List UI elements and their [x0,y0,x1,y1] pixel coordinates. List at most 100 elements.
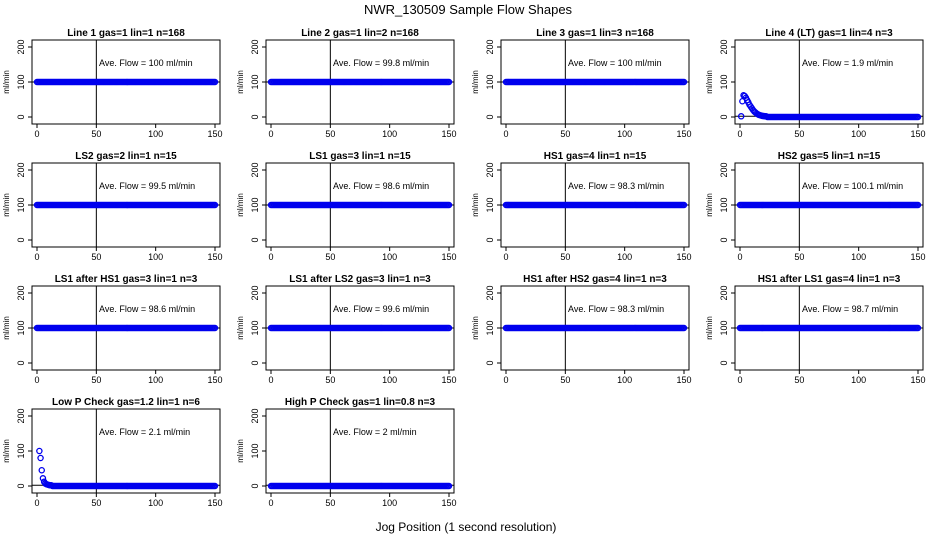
data-point [680,201,688,209]
y-tick-label: 0 [16,114,26,119]
x-tick-label: 100 [851,129,866,139]
x-tick-label: 50 [91,129,101,139]
average-flow-annotation: Ave. Flow = 2 ml/min [333,427,417,437]
x-tick-label: 100 [851,252,866,262]
x-tick-label: 150 [676,375,691,385]
data-point [680,78,688,86]
y-tick-label: 100 [485,320,495,335]
y-tick-label: 200 [250,408,260,423]
y-tick-label: 0 [16,237,26,242]
y-tick-label: 100 [250,74,260,89]
x-tick-label: 0 [268,375,273,385]
x-tick-label: 100 [617,129,632,139]
x-tick-label: 150 [207,129,222,139]
y-axis-label: ml/min [705,193,714,217]
average-flow-annotation: Ave. Flow = 99.5 ml/min [99,181,195,191]
y-tick-label: 0 [485,237,495,242]
panel-13: Low P Check gas=1.2 lin=1 n=6 0 50 100 150 0 1… [2,397,223,508]
y-axis-label: ml/min [236,193,245,217]
panel-title: Line 1 gas=1 lin=1 n=168 [67,28,185,39]
data-point [445,482,453,490]
x-tick-label: 150 [441,129,456,139]
figure-title: NWR_130509 Sample Flow Shapes [364,2,573,17]
x-tick-label: 0 [268,129,273,139]
data-point [211,78,219,86]
x-tick-label: 100 [851,375,866,385]
x-tick-label: 150 [441,498,456,508]
panel-title: HS1 after HS2 gas=4 lin=1 n=3 [523,274,667,285]
data-point [38,466,45,474]
y-axis-label: ml/min [471,70,480,94]
y-tick-label: 0 [250,237,260,242]
x-tick-label: 50 [91,252,101,262]
plot-frame [265,408,455,494]
y-tick-label: 0 [250,483,260,488]
panel-1: Line 1 gas=1 lin=1 n=168 0 50 100 150 0 100 200… [2,28,223,139]
y-tick-label: 0 [485,114,495,119]
x-tick-label: 0 [34,252,39,262]
y-tick-label: 200 [16,39,26,54]
y-tick-label: 200 [16,285,26,300]
panel-title: Line 3 gas=1 lin=3 n=168 [536,28,654,39]
y-axis-label: ml/min [2,193,11,217]
y-axis-label: ml/min [705,316,714,340]
y-tick-label: 0 [250,360,260,365]
panel-title: LS1 after HS1 gas=3 lin=1 n=3 [55,274,198,285]
panel-8: HS2 gas=5 lin=1 n=15 0 50 100 150 0 100 200 ml/m… [705,151,926,262]
average-flow-annotation: Ave. Flow = 98.3 ml/min [568,304,664,314]
data-point [211,324,219,332]
x-tick-label: 50 [560,252,570,262]
x-axis-label: Jog Position (1 second resolution) [376,520,557,534]
y-tick-label: 100 [719,197,729,212]
x-tick-label: 100 [617,375,632,385]
x-tick-label: 100 [148,252,163,262]
x-tick-label: 50 [325,129,335,139]
panel-title: Line 2 gas=1 lin=2 n=168 [301,28,419,39]
x-tick-label: 0 [34,375,39,385]
y-tick-label: 0 [16,483,26,488]
panel-11: HS1 after HS2 gas=4 lin=1 n=3 0 50 100 150 0 1… [471,274,692,385]
y-tick-label: 0 [719,237,729,242]
panel-title: HS2 gas=5 lin=1 n=15 [778,151,881,162]
x-tick-label: 100 [148,498,163,508]
data-point [445,201,453,209]
panel-title: High P Check gas=1 lin=0.8 n=3 [285,397,436,408]
y-tick-label: 200 [250,162,260,177]
x-tick-label: 50 [560,375,570,385]
average-flow-annotation: Ave. Flow = 98.7 ml/min [802,304,898,314]
x-tick-label: 50 [560,129,570,139]
data-point [914,324,922,332]
y-axis-label: ml/min [2,316,11,340]
panel-title: Low P Check gas=1.2 lin=1 n=6 [52,397,200,408]
y-tick-label: 0 [250,114,260,119]
x-tick-label: 150 [910,252,925,262]
data-point [680,324,688,332]
average-flow-annotation: Ave. Flow = 100.1 ml/min [802,181,903,191]
y-tick-label: 100 [250,320,260,335]
y-tick-label: 200 [250,39,260,54]
average-flow-annotation: Ave. Flow = 98.6 ml/min [99,304,195,314]
data-point [445,78,453,86]
x-tick-label: 0 [34,129,39,139]
data-point [211,482,219,490]
y-axis-label: ml/min [236,316,245,340]
x-tick-label: 100 [148,129,163,139]
x-tick-label: 100 [382,498,397,508]
x-tick-label: 0 [503,129,508,139]
panel-title: HS1 gas=4 lin=1 n=15 [544,151,647,162]
x-tick-label: 150 [910,375,925,385]
y-tick-label: 100 [250,197,260,212]
x-tick-label: 150 [441,375,456,385]
panel-grid: Line 1 gas=1 lin=1 n=168 0 50 100 150 0 100 200… [2,28,926,508]
y-tick-label: 100 [485,197,495,212]
panel-12: HS1 after LS1 gas=4 lin=1 n=3 0 50 100 150 0 1… [705,274,926,385]
y-axis-label: ml/min [2,70,11,94]
x-tick-label: 50 [91,375,101,385]
plot-frame [734,39,924,125]
average-flow-annotation: Ave. Flow = 1.9 ml/min [802,58,893,68]
y-tick-label: 100 [16,443,26,458]
panel-10: LS1 after LS2 gas=3 lin=1 n=3 0 50 100 150 0 1… [236,274,457,385]
y-tick-label: 0 [16,360,26,365]
y-tick-label: 200 [16,162,26,177]
y-axis-label: ml/min [471,316,480,340]
